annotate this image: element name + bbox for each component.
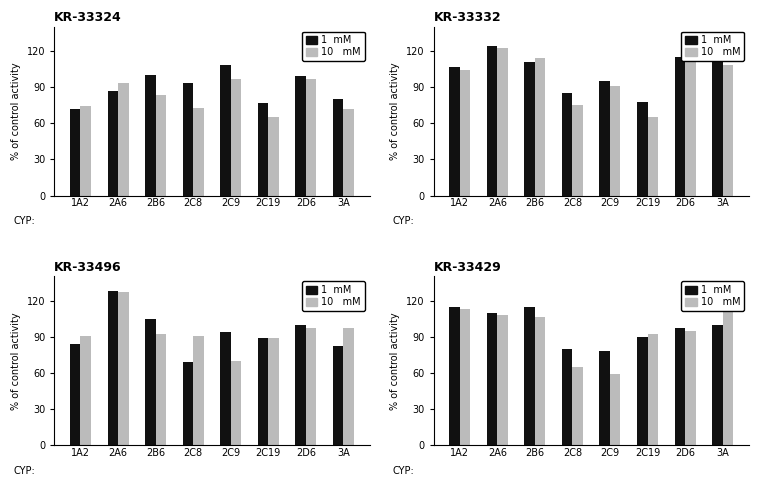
Bar [524, 62, 535, 196]
Bar [182, 83, 193, 196]
Bar [610, 86, 620, 196]
Bar [81, 336, 91, 446]
Bar [572, 105, 583, 196]
Text: KR-33429: KR-33429 [433, 261, 502, 274]
Bar [497, 48, 508, 196]
Bar [81, 106, 91, 196]
Text: CYP:: CYP: [13, 216, 35, 226]
Bar [156, 335, 166, 446]
Bar [535, 318, 546, 446]
Legend: 1  mM, 10   mM: 1 mM, 10 mM [302, 281, 365, 311]
Legend: 1  mM, 10   mM: 1 mM, 10 mM [681, 281, 744, 311]
Bar [306, 328, 316, 446]
Bar [675, 57, 685, 196]
Text: CYP:: CYP: [392, 216, 414, 226]
Bar [487, 46, 497, 196]
Bar [70, 344, 81, 446]
Bar [600, 351, 610, 446]
Bar [107, 91, 118, 196]
Text: KR-33332: KR-33332 [433, 11, 501, 24]
Bar [723, 295, 733, 446]
Bar [118, 292, 128, 446]
Bar [220, 65, 231, 196]
Bar [107, 291, 118, 446]
Y-axis label: % of control activity: % of control activity [11, 312, 21, 410]
Y-axis label: % of control activity: % of control activity [391, 312, 401, 410]
Bar [460, 70, 470, 196]
Bar [524, 307, 535, 446]
Bar [268, 117, 279, 196]
Bar [610, 374, 620, 446]
Bar [333, 99, 344, 196]
Bar [344, 328, 354, 446]
Bar [118, 83, 128, 196]
Bar [600, 81, 610, 196]
Y-axis label: % of control activity: % of control activity [11, 62, 21, 160]
Text: CYP:: CYP: [13, 466, 35, 476]
Bar [70, 109, 81, 196]
Bar [637, 101, 648, 196]
Bar [344, 109, 354, 196]
Y-axis label: % of control activity: % of control activity [391, 62, 401, 160]
Bar [449, 67, 460, 196]
Bar [145, 318, 156, 446]
Bar [295, 325, 306, 446]
Text: CYP:: CYP: [392, 466, 414, 476]
Bar [535, 58, 546, 196]
Bar [562, 349, 572, 446]
Bar [562, 93, 572, 196]
Bar [258, 103, 268, 196]
Bar [182, 362, 193, 446]
Bar [449, 307, 460, 446]
Text: KR-33324: KR-33324 [54, 11, 122, 24]
Bar [675, 328, 685, 446]
Bar [637, 337, 648, 446]
Bar [295, 76, 306, 196]
Text: KR-33496: KR-33496 [54, 261, 122, 274]
Bar [712, 325, 723, 446]
Bar [193, 336, 204, 446]
Bar [497, 315, 508, 446]
Bar [712, 51, 723, 196]
Bar [487, 313, 497, 446]
Bar [258, 338, 268, 446]
Bar [648, 117, 658, 196]
Bar [193, 108, 204, 196]
Bar [156, 95, 166, 196]
Bar [231, 78, 241, 196]
Bar [460, 309, 470, 446]
Bar [145, 75, 156, 196]
Bar [333, 346, 344, 446]
Legend: 1  mM, 10   mM: 1 mM, 10 mM [681, 32, 744, 61]
Bar [220, 332, 231, 446]
Bar [572, 367, 583, 446]
Bar [268, 338, 279, 446]
Bar [723, 65, 733, 196]
Bar [685, 56, 695, 196]
Bar [306, 78, 316, 196]
Bar [231, 361, 241, 446]
Bar [648, 335, 658, 446]
Legend: 1  mM, 10   mM: 1 mM, 10 mM [302, 32, 365, 61]
Bar [685, 331, 695, 446]
